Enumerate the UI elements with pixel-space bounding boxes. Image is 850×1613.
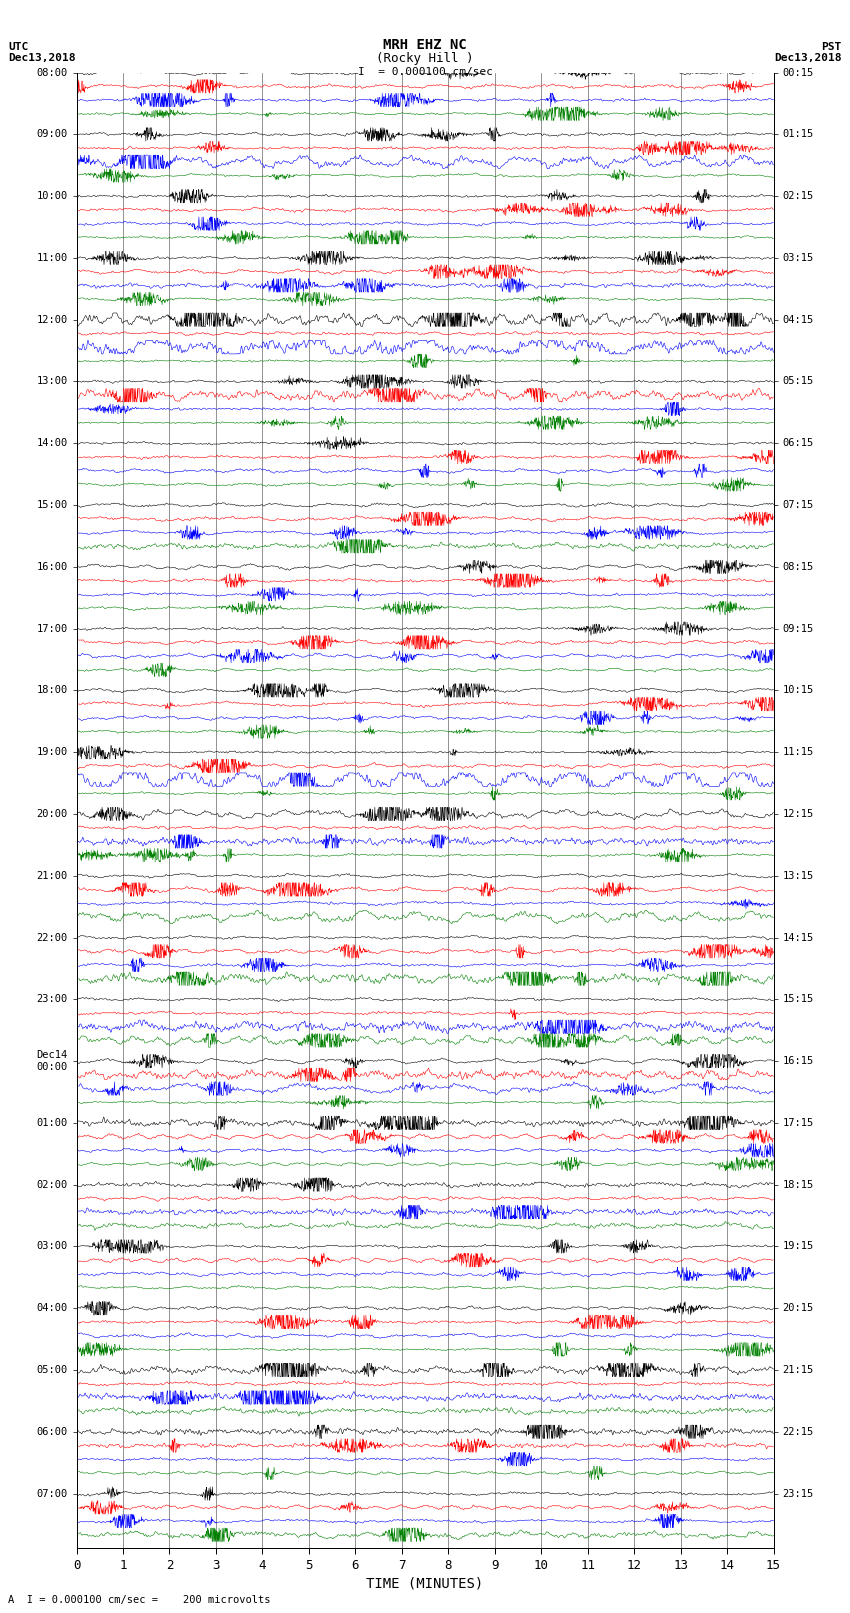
- Text: Dec13,2018: Dec13,2018: [774, 53, 842, 63]
- Text: I  = 0.000100 cm/sec: I = 0.000100 cm/sec: [358, 68, 492, 77]
- Text: (Rocky Hill ): (Rocky Hill ): [377, 52, 473, 65]
- Text: Dec13,2018: Dec13,2018: [8, 53, 76, 63]
- Text: PST: PST: [821, 42, 842, 52]
- Text: UTC: UTC: [8, 42, 29, 52]
- Text: MRH EHZ NC: MRH EHZ NC: [383, 37, 467, 52]
- Text: A  I = 0.000100 cm/sec =    200 microvolts: A I = 0.000100 cm/sec = 200 microvolts: [8, 1595, 271, 1605]
- X-axis label: TIME (MINUTES): TIME (MINUTES): [366, 1576, 484, 1590]
